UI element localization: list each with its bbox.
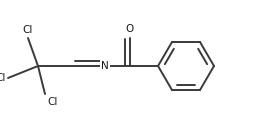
Text: N: N (101, 61, 109, 71)
Text: Cl: Cl (47, 97, 57, 107)
Text: O: O (126, 24, 134, 34)
Text: Cl: Cl (0, 73, 6, 83)
Text: Cl: Cl (23, 25, 33, 35)
